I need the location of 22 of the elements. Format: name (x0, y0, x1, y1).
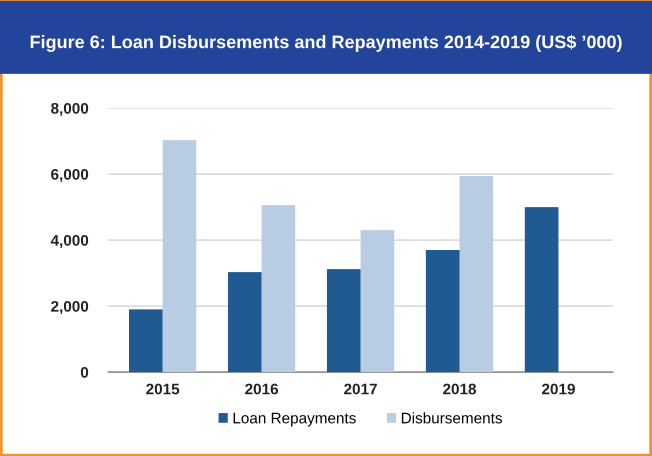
bar (360, 230, 394, 372)
bar (426, 250, 460, 372)
chart-title: Figure 6: Loan Disbursements and Repayments 2014-2019 (US$ ’000) (30, 34, 622, 52)
bar (262, 205, 296, 372)
y-tick-label: 0 (80, 366, 88, 378)
y-tick-label: 6,000 (51, 168, 88, 182)
x-tick-label: 2016 (245, 384, 278, 394)
bar (228, 272, 262, 372)
y-tick-label: 4,000 (50, 234, 88, 248)
y-tick-label: 8,000 (51, 102, 88, 116)
x-tick-label: 2018 (443, 384, 476, 394)
bar (460, 176, 494, 372)
x-tick-label: 2015 (146, 384, 180, 394)
bar (524, 207, 558, 372)
y-tick-label: 2,000 (51, 300, 88, 314)
bar (129, 309, 163, 372)
x-tick-label: 2017 (344, 384, 377, 394)
legend-label: Loan Repayments (234, 412, 356, 426)
legend-label: Disbursements (402, 412, 502, 424)
bar (162, 140, 196, 372)
bar (326, 269, 361, 372)
x-tick-label: 2019 (542, 384, 575, 394)
